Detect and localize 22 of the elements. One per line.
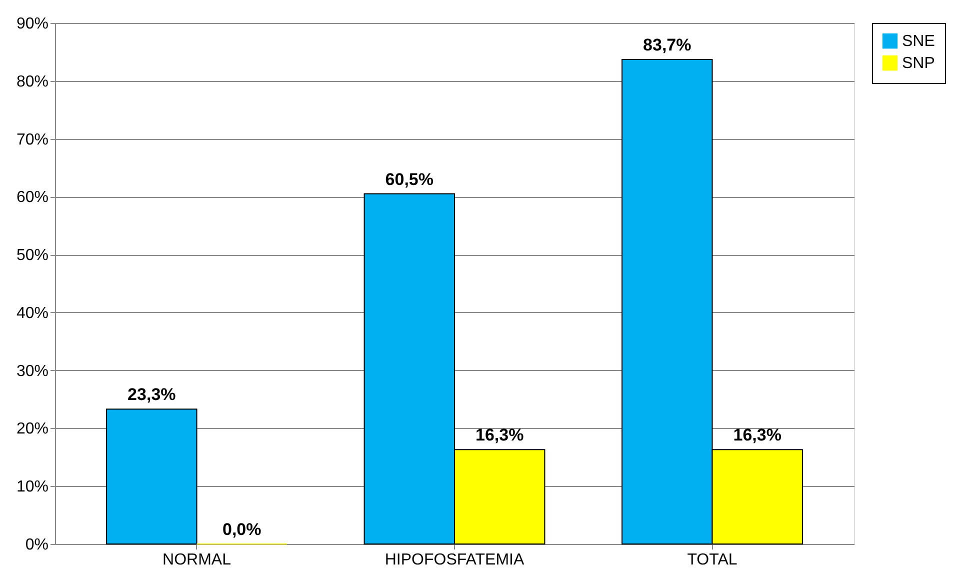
y-tick-label: 0% [25,536,48,554]
x-tick-label: HIPOFOSFATEMIA [384,552,524,568]
x-tick-label: NORMAL [162,552,232,568]
y-tick-label: 40% [16,304,48,322]
data-label: 16,3% [476,426,524,445]
y-tick-label: 20% [16,420,48,438]
legend-label: SNP [902,55,935,72]
legend-label: SNE [902,33,935,50]
y-tick-label: 90% [16,16,48,32]
y-tick-label: 50% [16,247,48,264]
data-label: 83,7% [643,35,692,54]
y-tick-label: 80% [16,73,48,90]
y-tick-label: 70% [16,131,48,148]
y-tick-label: 10% [16,478,48,496]
y-tick-label: 30% [16,362,48,380]
data-label: 0,0% [222,520,262,539]
bar [106,408,198,544]
x-tick-label: TOTAL [687,552,738,568]
y-tick-label: 60% [16,189,48,206]
data-label: 23,3% [128,385,176,404]
data-label: 16,3% [733,426,782,445]
data-label: 60,5% [385,170,434,189]
